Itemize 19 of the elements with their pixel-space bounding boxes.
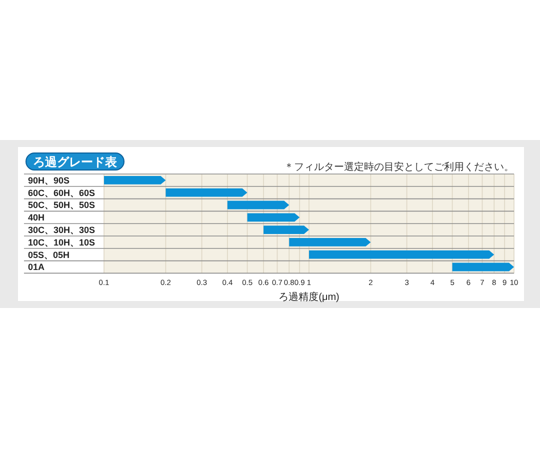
chart-title: ろ過グレード表 [33, 155, 118, 169]
y-tick-label: 90H、90S [28, 175, 70, 186]
y-tick-label: 50C、50H、50S [28, 200, 96, 210]
y-tick-label: 40H [28, 212, 45, 223]
bar [264, 226, 309, 234]
y-tick-label: 30C、30H、30S [28, 225, 96, 235]
bar [247, 213, 300, 222]
y-tick-label: 01A [28, 262, 46, 272]
y-tick-label: 10C、10H、10S [28, 237, 96, 248]
bar [166, 188, 248, 197]
bar [104, 176, 166, 184]
y-tick-label: 60C、60H、60S [28, 188, 96, 198]
bar [309, 250, 494, 259]
bar [289, 238, 371, 246]
y-tick-label: 05S、05H [28, 250, 70, 260]
bar [452, 262, 514, 272]
text: ＊フィルター選定時の目安としてご利用ください。 [284, 161, 514, 173]
x-axis-title: ろ過精度(μm) [278, 291, 340, 304]
bar [227, 200, 290, 210]
